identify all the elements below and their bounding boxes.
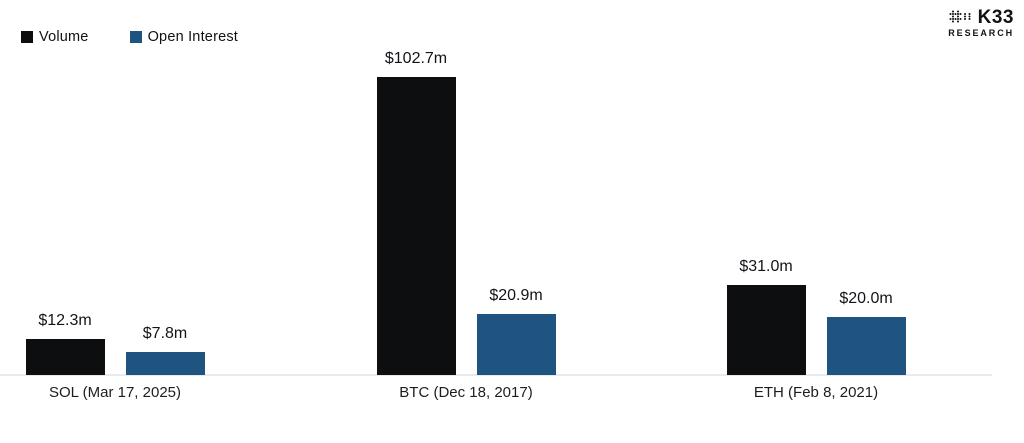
value-label-volume-eth: $31.0m [739, 258, 793, 275]
bar-volume-sol [25, 339, 105, 375]
category-label-eth: ETH (Feb 8, 2021) [753, 384, 879, 401]
category-label-btc: BTC (Dec 18, 2017) [399, 384, 533, 401]
volume-swatch-icon [21, 31, 33, 43]
category-label-sol: SOL (Mar 17, 2025) [48, 384, 182, 401]
bar-volume-btc [376, 77, 456, 375]
bar-open-interest-btc [476, 314, 556, 375]
value-label-volume-sol: $12.3m [38, 312, 92, 329]
legend-label-volume: Volume [39, 29, 89, 45]
logo-brand-text: K33 [977, 7, 1014, 28]
bar-open-interest-eth [826, 317, 906, 375]
bar-volume-eth [726, 285, 806, 375]
open-interest-swatch-icon [129, 31, 142, 43]
k33-research-logo: K33 RESEARCH [948, 8, 1014, 38]
x-axis-line [0, 374, 992, 376]
value-label-open-interest-btc: $20.9m [489, 287, 543, 304]
legend-item-open-interest: Open Interest [129, 29, 239, 45]
value-label-volume-btc: $102.7m [384, 50, 448, 67]
legend-item-volume: Volume [21, 29, 89, 45]
value-label-open-interest-eth: $20.0m [839, 290, 893, 307]
legend-label-open-interest: Open Interest [147, 29, 239, 45]
bar-open-interest-sol [125, 352, 205, 375]
legend: Volume Open Interest [21, 29, 238, 45]
value-label-open-interest-sol: $7.8m [142, 325, 188, 342]
k33-dot-matrix-icon [949, 10, 971, 23]
logo-sub-text: RESEARCH [948, 28, 1014, 38]
